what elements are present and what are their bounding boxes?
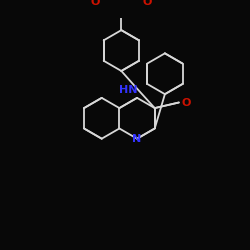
Text: O: O xyxy=(142,0,152,7)
Text: N: N xyxy=(132,134,142,144)
Text: HN: HN xyxy=(118,84,137,94)
Text: O: O xyxy=(182,98,191,108)
Text: O: O xyxy=(91,0,100,7)
